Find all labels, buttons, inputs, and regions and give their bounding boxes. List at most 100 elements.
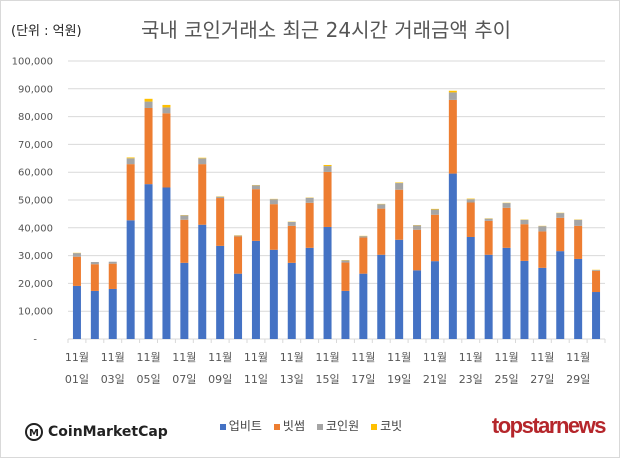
x-tick-label-day: 27일 xyxy=(530,372,554,386)
bar-segment-코인원 xyxy=(395,183,403,190)
y-tick-label: 90,000 xyxy=(18,84,53,95)
bar-segment-업비트 xyxy=(413,270,421,339)
x-tick-label-month: 11월 xyxy=(172,351,196,364)
bar-segment-업비트 xyxy=(91,291,99,339)
legend-swatch xyxy=(317,424,323,430)
bar-segment-빗썸 xyxy=(216,198,224,246)
y-tick-label: 60,000 xyxy=(18,168,53,179)
legend-label: 코빗 xyxy=(380,419,402,433)
bar-segment-빗썸 xyxy=(520,224,528,261)
bar-segment-업비트 xyxy=(503,248,511,339)
x-tick-label-month: 11월 xyxy=(351,351,375,364)
x-tick-label-day: 29일 xyxy=(566,372,590,386)
legend-swatch xyxy=(274,424,280,430)
bar-segment-코빗 xyxy=(467,199,475,200)
bar-segment-코인원 xyxy=(216,197,224,198)
x-tick-label-month: 11월 xyxy=(530,351,554,364)
bar-segment-코인원 xyxy=(252,185,260,189)
bar-segment-빗썸 xyxy=(485,221,493,255)
bar-segment-업비트 xyxy=(252,241,260,339)
bar-segment-코인원 xyxy=(592,270,600,271)
x-tick-label-day: 09일 xyxy=(208,372,232,386)
bar-segment-업비트 xyxy=(145,184,153,339)
x-tick-label-day: 07일 xyxy=(172,372,196,386)
bar-segment-코인원 xyxy=(538,226,546,231)
bar-segment-업비트 xyxy=(341,291,349,339)
x-tick-label-day: 19일 xyxy=(387,372,411,386)
y-tick-label: 70,000 xyxy=(18,140,53,151)
bar-segment-업비트 xyxy=(377,255,385,339)
bar-segment-빗썸 xyxy=(556,218,564,251)
bar-segment-빗썸 xyxy=(91,264,99,291)
bar-segment-업비트 xyxy=(324,227,332,339)
y-tick-label: - xyxy=(33,335,37,346)
x-tick-label-day: 05일 xyxy=(136,372,160,386)
bar-segment-코인원 xyxy=(467,199,475,202)
y-tick-label: 40,000 xyxy=(18,223,53,234)
bar-segment-코빗 xyxy=(198,158,206,159)
bar-segment-업비트 xyxy=(556,251,564,339)
bar-segment-빗썸 xyxy=(306,203,314,248)
y-tick-label: 30,000 xyxy=(18,251,53,262)
y-tick-label: 100,000 xyxy=(12,57,53,68)
bar-segment-빗썸 xyxy=(270,204,278,250)
x-tick-label-day: 15일 xyxy=(315,372,339,386)
bar-segment-빗썸 xyxy=(324,172,332,227)
bar-segment-빗썸 xyxy=(198,164,206,225)
bar-segment-빗썸 xyxy=(234,236,242,273)
bar-segment-코인원 xyxy=(377,204,385,208)
bar-segment-업비트 xyxy=(467,237,475,339)
bar-segment-코인원 xyxy=(449,92,457,100)
bar-segment-코빗 xyxy=(324,165,332,166)
bar-segment-빗썸 xyxy=(73,257,81,286)
legend-label: 업비트 xyxy=(229,419,262,433)
x-tick-label-month: 11월 xyxy=(136,351,160,364)
bar-segment-업비트 xyxy=(162,187,170,339)
bar-segment-코인원 xyxy=(180,215,188,219)
bar-segment-빗썸 xyxy=(503,208,511,248)
bar-segment-빗썸 xyxy=(395,190,403,240)
bar-segment-코인원 xyxy=(73,253,81,257)
bar-segment-빗썸 xyxy=(413,230,421,271)
bar-segment-업비트 xyxy=(127,220,135,339)
x-tick-label-month: 11월 xyxy=(280,351,304,364)
bar-segment-코인원 xyxy=(306,198,314,203)
bar-segment-빗썸 xyxy=(377,209,385,255)
y-tick-label: 10,000 xyxy=(18,307,53,318)
bar-segment-코인원 xyxy=(145,102,153,108)
bar-segment-업비트 xyxy=(449,174,457,339)
bar-segment-코인원 xyxy=(431,209,439,214)
bar-segment-코인원 xyxy=(359,236,367,237)
bar-segment-코빗 xyxy=(162,105,170,108)
coinmarketcap-logo: M CoinMarketCap xyxy=(25,423,168,441)
bar-segment-빗썸 xyxy=(109,264,117,289)
bar-segment-업비트 xyxy=(592,292,600,339)
bar-segment-빗썸 xyxy=(162,113,170,187)
x-tick-label-day: 25일 xyxy=(494,372,518,386)
bar-segment-빗썸 xyxy=(538,231,546,267)
x-tick-label-month: 11월 xyxy=(315,351,339,364)
bar-segment-코인원 xyxy=(234,236,242,237)
bar-segment-업비트 xyxy=(73,286,81,339)
x-tick-label-month: 11월 xyxy=(208,351,232,364)
bar-segment-업비트 xyxy=(395,240,403,339)
coinmarketcap-icon: M xyxy=(25,423,43,441)
bar-segment-업비트 xyxy=(234,274,242,339)
bar-segment-코인원 xyxy=(341,260,349,262)
bar-segment-빗썸 xyxy=(431,215,439,261)
x-tick-label-month: 11월 xyxy=(566,351,590,364)
bar-segment-코인원 xyxy=(503,203,511,208)
x-tick-label-month: 11월 xyxy=(494,351,518,364)
bar-segment-업비트 xyxy=(288,263,296,339)
bar-segment-코인원 xyxy=(485,219,493,221)
bar-segment-빗썸 xyxy=(592,271,600,292)
bar-segment-빗썸 xyxy=(180,220,188,263)
bar-segment-업비트 xyxy=(198,225,206,339)
y-tick-label: 50,000 xyxy=(18,196,53,207)
bar-segment-빗썸 xyxy=(145,108,153,184)
legend-item: 업비트 xyxy=(220,419,262,433)
bar-segment-빗썸 xyxy=(467,203,475,237)
bar-segment-코인원 xyxy=(288,222,296,226)
